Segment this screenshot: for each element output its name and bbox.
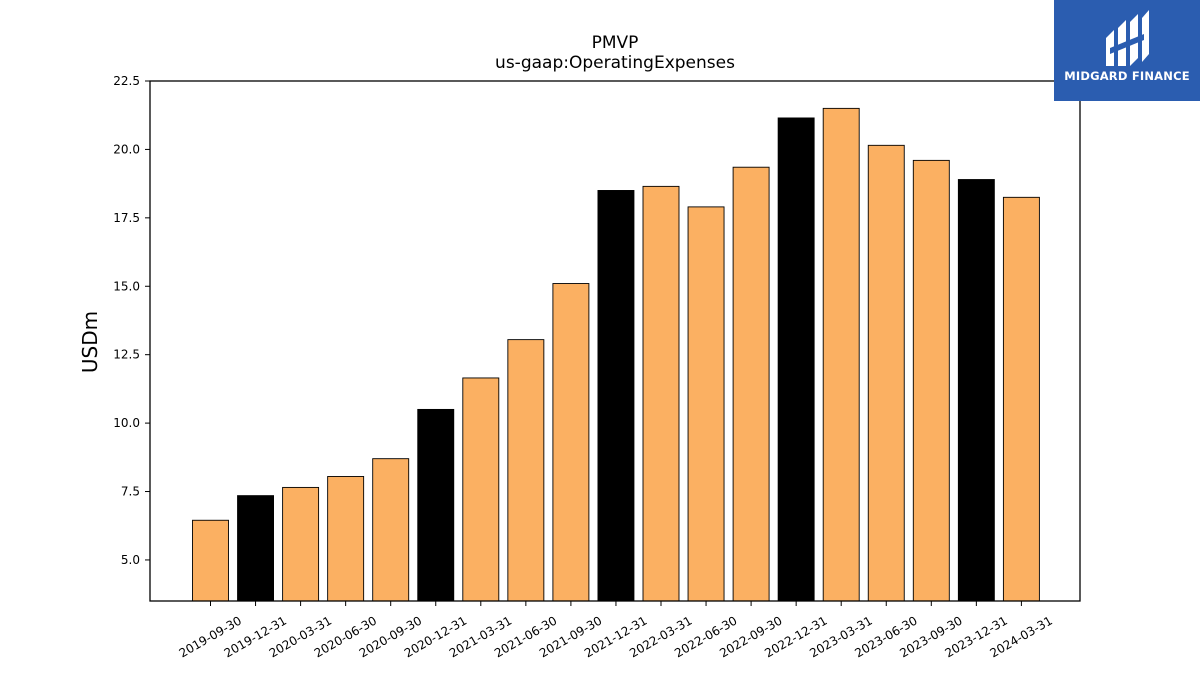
bar-2022-03-31 xyxy=(642,185,680,602)
bar-2019-09-30 xyxy=(192,519,229,602)
bar-2022-06-30 xyxy=(687,206,725,602)
bar-2020-03-31 xyxy=(282,486,320,602)
bar-2021-03-31 xyxy=(462,377,500,602)
bar-2024-03-31 xyxy=(1002,196,1040,602)
bar-2023-09-30 xyxy=(912,159,950,602)
bar-2020-12-31 xyxy=(417,408,455,602)
bar-2020-06-30 xyxy=(327,476,365,602)
bar-2021-12-31 xyxy=(597,190,635,602)
y-tick-label: 10.0 xyxy=(113,416,140,430)
plot-frame xyxy=(149,80,1081,602)
y-tick-label: 12.5 xyxy=(113,348,140,362)
midgard-finance-logo: MIDGARD FINANCE xyxy=(1054,0,1200,101)
y-ticks-group: 5.0 7.5 10.0 12.5 15.0 17.5 20.0 22.5 xyxy=(113,74,150,567)
bar-2023-12-31 xyxy=(957,179,995,602)
bar-2021-06-30 xyxy=(507,339,545,602)
chart-subtitle: us-gaap:OperatingExpenses xyxy=(495,53,735,73)
chart-title: PMVP xyxy=(592,33,639,53)
y-tick-label: 7.5 xyxy=(121,485,140,499)
bar-2022-09-30 xyxy=(732,166,770,602)
bar-2019-12-31 xyxy=(237,495,275,602)
y-tick-label: 15.0 xyxy=(113,279,140,293)
bar-2022-12-31 xyxy=(777,117,815,602)
y-tick-label: 20.0 xyxy=(113,142,140,156)
logo-mark-icon xyxy=(1106,10,1149,66)
bar-2023-06-30 xyxy=(867,144,905,602)
y-tick-label: 22.5 xyxy=(113,74,140,88)
y-tick-label: 5.0 xyxy=(121,553,140,567)
y-axis-label: USDm xyxy=(78,311,102,373)
bar-2020-09-30 xyxy=(372,458,410,602)
bar-2021-09-30 xyxy=(552,283,590,602)
y-tick-label: 17.5 xyxy=(113,211,140,225)
bars-group xyxy=(192,107,1040,602)
bar-2023-03-31 xyxy=(822,107,860,602)
x-ticks-group: 2019-09-302019-12-312020-03-312020-06-30… xyxy=(177,601,1055,660)
logo-text: MIDGARD FINANCE xyxy=(1064,69,1190,83)
